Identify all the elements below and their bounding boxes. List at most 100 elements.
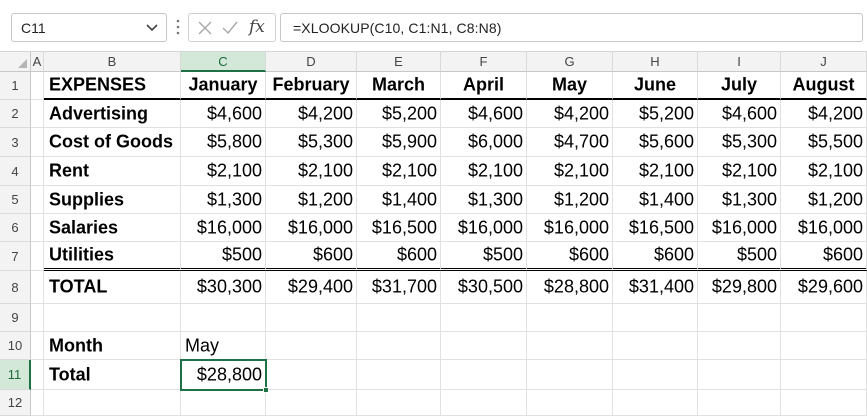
empty-cell[interactable] [266,332,357,360]
empty-cell[interactable] [181,390,266,416]
cell-expense-value[interactable]: $5,200 [357,100,441,128]
empty-cell[interactable] [698,360,781,390]
column-header-j[interactable]: J [781,52,867,72]
cell-expense-value[interactable]: $600 [357,242,441,271]
cell-total-value[interactable]: $28,800 [527,271,613,304]
empty-cell[interactable] [781,304,867,332]
name-box[interactable]: C11 [11,13,167,42]
cell-expense-value[interactable]: $5,500 [781,128,867,157]
empty-cell[interactable] [31,304,44,332]
empty-cell[interactable] [613,360,698,390]
cell-expense-label[interactable]: Rent [44,157,181,186]
empty-cell[interactable] [31,72,44,100]
column-header-f[interactable]: F [441,52,527,72]
cell-expense-value[interactable]: $1,300 [698,186,781,214]
cell-total-value[interactable]: $29,600 [781,271,867,304]
empty-cell[interactable] [266,304,357,332]
empty-cell[interactable] [613,390,698,416]
empty-cell[interactable] [698,304,781,332]
cell-expense-value[interactable]: $2,100 [357,157,441,186]
formula-input[interactable]: =XLOOKUP(C10, C1:N1, C8:N8) [280,13,863,42]
empty-cell[interactable] [613,304,698,332]
column-header-h[interactable]: H [613,52,698,72]
cell-total-value[interactable]: $31,400 [613,271,698,304]
cell-expense-value[interactable]: $600 [613,242,698,271]
cell-total-value[interactable]: $30,500 [441,271,527,304]
empty-cell[interactable] [357,332,441,360]
cell-expense-value[interactable]: $16,000 [441,214,527,242]
empty-cell[interactable] [781,390,867,416]
empty-cell[interactable] [441,304,527,332]
insert-function-button[interactable]: fx [249,17,265,37]
row-header-11[interactable]: 11 [0,360,31,390]
cell-expense-value[interactable]: $2,100 [781,157,867,186]
empty-cell[interactable] [357,360,441,390]
empty-cell[interactable] [441,390,527,416]
row-header-3[interactable]: 3 [0,128,31,157]
cell-expense-value[interactable]: $16,000 [781,214,867,242]
cell-month-label[interactable]: Month [44,332,181,360]
cell-expense-value[interactable]: $4,600 [698,100,781,128]
fill-handle[interactable] [263,387,269,393]
cell-expense-value[interactable]: $600 [527,242,613,271]
cell-expense-value[interactable]: $1,300 [181,186,266,214]
cell-expense-value[interactable]: $1,200 [781,186,867,214]
cell-expense-value[interactable]: $4,600 [441,100,527,128]
empty-cell[interactable] [527,332,613,360]
cell-expense-value[interactable]: $16,000 [527,214,613,242]
empty-cell[interactable] [31,332,44,360]
cell-month-header[interactable]: April [441,72,527,100]
cell-expense-value[interactable]: $2,100 [613,157,698,186]
cell-expense-value[interactable]: $4,600 [181,100,266,128]
cell-month-header[interactable]: June [613,72,698,100]
cell-total-label[interactable]: TOTAL [44,271,181,304]
cell-expense-value[interactable]: $600 [266,242,357,271]
cancel-icon[interactable] [198,21,212,35]
cell-expense-value[interactable]: $2,100 [698,157,781,186]
cell-expense-label[interactable]: Salaries [44,214,181,242]
empty-cell[interactable] [31,271,44,304]
empty-cell[interactable] [44,304,181,332]
cell-expense-value[interactable]: $1,400 [357,186,441,214]
select-all-corner[interactable] [0,52,31,72]
cell-total-value[interactable]: $29,800 [698,271,781,304]
row-header-6[interactable]: 6 [0,214,31,242]
cell-expenses-header[interactable]: EXPENSES [44,72,181,100]
more-options-icon[interactable] [176,19,180,35]
cell-expense-value[interactable]: $2,100 [441,157,527,186]
cell-lookup-total-result[interactable]: $28,800 [181,360,266,390]
cell-expense-value[interactable]: $5,300 [698,128,781,157]
cell-expense-value[interactable]: $1,300 [441,186,527,214]
column-header-b[interactable]: B [44,52,181,72]
row-header-7[interactable]: 7 [0,242,31,271]
cell-expense-value[interactable]: $4,200 [781,100,867,128]
spreadsheet-grid[interactable]: A B C D E F G H I J 1 2 3 4 5 6 7 8 9 10 11 12 EXPENSES January… [0,52,867,416]
row-header-12[interactable]: 12 [0,390,31,416]
row-header-2[interactable]: 2 [0,100,31,128]
cell-month-header[interactable]: May [527,72,613,100]
empty-cell[interactable] [31,186,44,214]
cell-month-header[interactable]: August [781,72,867,100]
cell-expense-value[interactable]: $16,000 [181,214,266,242]
enter-check-icon[interactable] [222,21,238,35]
column-header-a[interactable]: A [31,52,44,72]
cell-expense-value[interactable]: $5,800 [181,128,266,157]
empty-cell[interactable] [527,304,613,332]
empty-cell[interactable] [441,332,527,360]
empty-cell[interactable] [31,100,44,128]
empty-cell[interactable] [698,390,781,416]
cell-expense-value[interactable]: $16,000 [698,214,781,242]
empty-cell[interactable] [527,390,613,416]
cell-expense-value[interactable]: $4,200 [527,100,613,128]
row-header-8[interactable]: 8 [0,271,31,304]
cell-month-header[interactable]: July [698,72,781,100]
cell-expense-value[interactable]: $2,100 [181,157,266,186]
empty-cell[interactable] [181,304,266,332]
cell-month-header[interactable]: February [266,72,357,100]
empty-cell[interactable] [781,360,867,390]
column-header-g[interactable]: G [527,52,613,72]
cell-expense-value[interactable]: $2,100 [527,157,613,186]
cell-month-input[interactable]: May [181,332,266,360]
empty-cell[interactable] [31,360,44,390]
empty-cell[interactable] [441,360,527,390]
